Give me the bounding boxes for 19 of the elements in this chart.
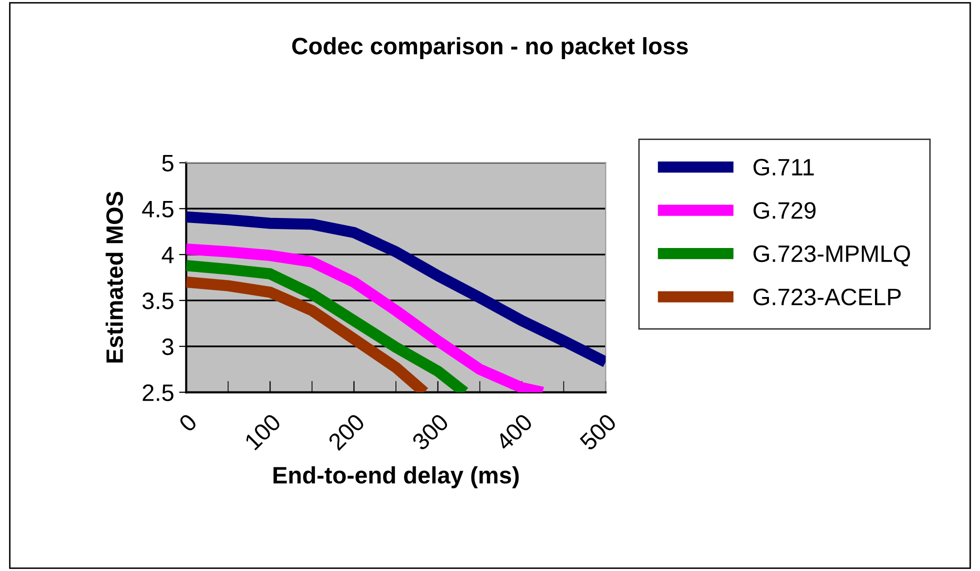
legend-label: G.711	[754, 158, 814, 176]
y-tick-label: 5	[162, 155, 174, 172]
legend-label: G.723-MPMLQ	[754, 245, 910, 266]
y-axis-title: Estimated MOS	[106, 192, 124, 363]
x-tick-label: 0	[178, 412, 198, 433]
x-axis-title: End-to-end delay (ms)	[274, 466, 519, 488]
chart-title: Codec comparison - no packet loss	[292, 37, 688, 60]
legend-label: G.723-ACELP	[754, 288, 901, 306]
x-tick-label: 400	[494, 412, 534, 452]
x-tick-label: 300	[411, 412, 450, 452]
x-tick-label: 100	[244, 412, 282, 451]
legend-label: G.729	[754, 202, 816, 219]
y-tick-label: 2.5	[142, 384, 174, 402]
x-tick-label: 500	[578, 412, 618, 452]
y-tick-label: 3.5	[142, 292, 174, 310]
y-tick-label: 4	[162, 246, 174, 264]
y-tick-label: 3	[162, 338, 174, 356]
y-tick-label: 4.5	[142, 200, 174, 218]
x-tick-label: 200	[327, 412, 366, 451]
